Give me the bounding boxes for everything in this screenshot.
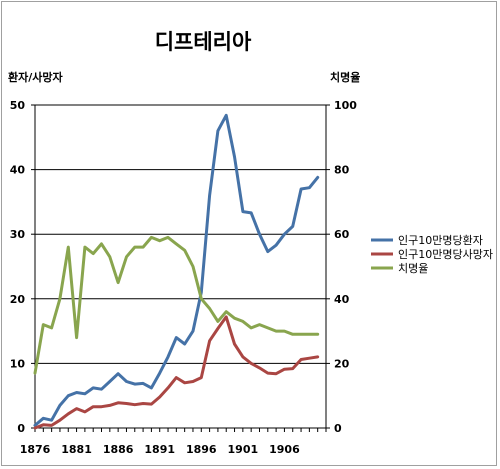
x-tick-label: 1901: [228, 443, 259, 456]
x-tick-label: 1896: [186, 443, 217, 456]
legend-label-3: 치명율: [398, 262, 428, 275]
tick-labels: 0 10 20 30 40 50 0 20 40 60 80 100 1876 1881 1886 1891 1…: [10, 99, 358, 456]
series-lines: [33, 113, 320, 430]
y-left-tick-label: 40: [10, 164, 26, 177]
x-tick-label: 1891: [144, 443, 175, 456]
y-axis-left-title: 환자/사망자: [8, 70, 63, 84]
x-tick-label: 1881: [61, 443, 92, 456]
x-tick-label: 1906: [269, 443, 300, 456]
y-right-tick-label: 0: [334, 422, 342, 435]
y-right-tick-label: 40: [334, 293, 350, 306]
x-tick-label: 1886: [103, 443, 134, 456]
axes: [31, 104, 330, 432]
y-axis-right-title: 치명율: [330, 70, 360, 84]
legend-label-2: 인구10만명당사망자: [398, 248, 493, 261]
chart-title: 디프테리아: [155, 30, 252, 54]
grid-lines: [35, 104, 326, 364]
y-right-tick-label: 60: [334, 228, 350, 241]
y-right-tick-label: 20: [334, 357, 350, 370]
y-left-tick-label: 30: [10, 228, 26, 241]
y-left-tick-label: 10: [10, 357, 26, 370]
y-right-tick-label: 100: [334, 99, 357, 112]
series-line-1: [33, 113, 320, 427]
series-line-3: [33, 235, 320, 375]
y-right-tick-label: 80: [334, 164, 350, 177]
y-left-tick-label: 50: [10, 99, 26, 112]
y-left-tick-label: 20: [10, 293, 26, 306]
y-left-tick-label: 0: [17, 422, 25, 435]
x-tick-label: 1876: [20, 443, 51, 456]
series-line-2: [33, 315, 320, 430]
legend-label-1: 인구10만명당환자: [398, 234, 483, 247]
